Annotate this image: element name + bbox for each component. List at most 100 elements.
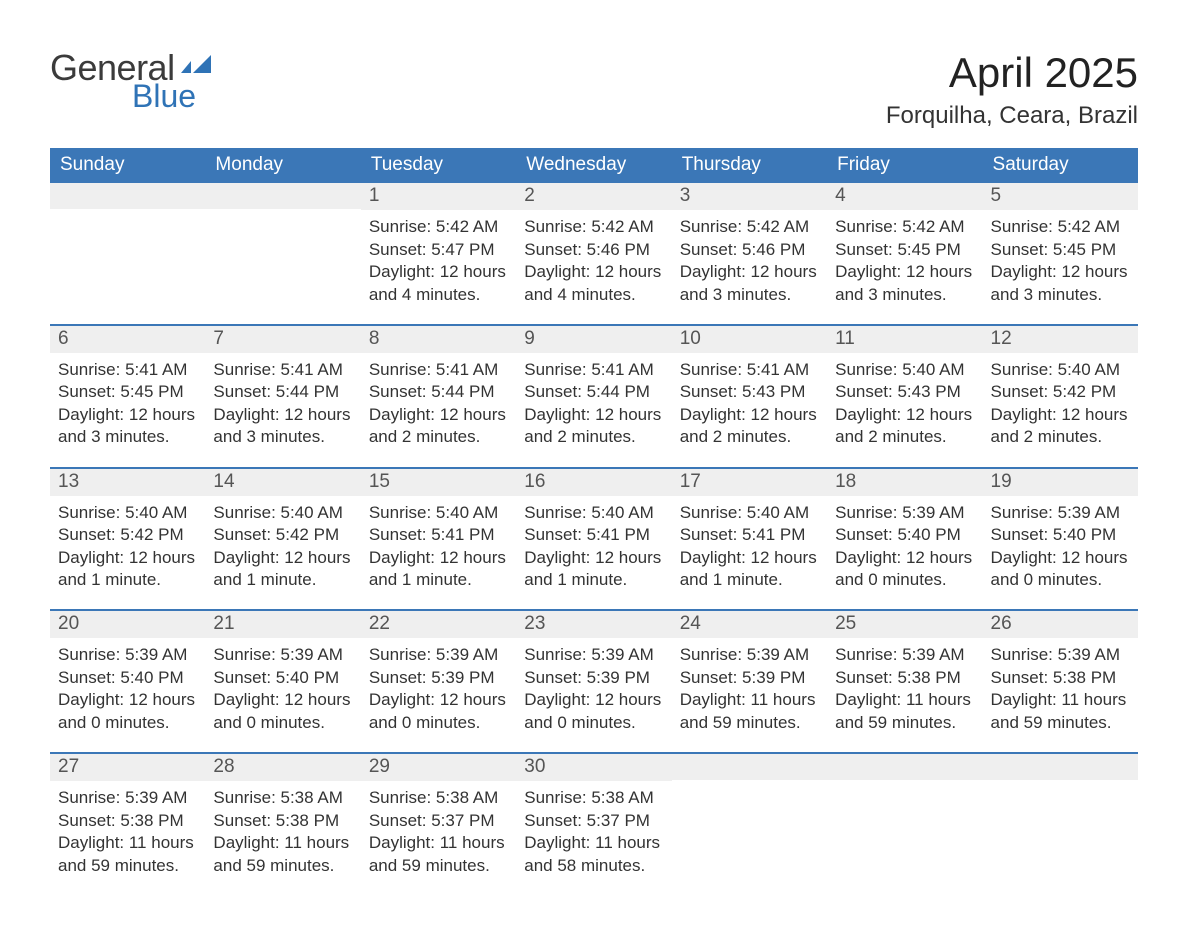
day-number [827,754,982,780]
day-data: Sunrise: 5:40 AMSunset: 5:41 PMDaylight:… [361,496,516,610]
day-cell: 7Sunrise: 5:41 AMSunset: 5:44 PMDaylight… [205,326,360,467]
day-data: Sunrise: 5:42 AMSunset: 5:45 PMDaylight:… [983,210,1138,324]
day-data-line: Sunset: 5:37 PM [369,810,508,832]
day-data-line: and 2 minutes. [991,426,1130,448]
day-cell: 13Sunrise: 5:40 AMSunset: 5:42 PMDayligh… [50,469,205,610]
day-data-line: Sunset: 5:38 PM [991,667,1130,689]
day-data-line: Daylight: 12 hours [524,404,663,426]
day-data-line: Daylight: 11 hours [524,832,663,854]
day-data-line: and 3 minutes. [680,284,819,306]
day-data: Sunrise: 5:39 AMSunset: 5:38 PMDaylight:… [50,781,205,895]
day-cell: 8Sunrise: 5:41 AMSunset: 5:44 PMDaylight… [361,326,516,467]
day-cell: 18Sunrise: 5:39 AMSunset: 5:40 PMDayligh… [827,469,982,610]
day-data-line: Daylight: 12 hours [213,547,352,569]
day-data-line: and 2 minutes. [524,426,663,448]
day-number [983,754,1138,780]
day-data-line: and 1 minute. [680,569,819,591]
day-data-line: Daylight: 12 hours [369,689,508,711]
day-data-line: Daylight: 11 hours [213,832,352,854]
week-row: 13Sunrise: 5:40 AMSunset: 5:42 PMDayligh… [50,467,1138,610]
day-cell: 27Sunrise: 5:39 AMSunset: 5:38 PMDayligh… [50,754,205,895]
day-data-line: Sunset: 5:44 PM [369,381,508,403]
day-number: 12 [983,326,1138,353]
day-data-line: and 3 minutes. [213,426,352,448]
day-cell: 15Sunrise: 5:40 AMSunset: 5:41 PMDayligh… [361,469,516,610]
day-data-line: and 0 minutes. [213,712,352,734]
day-data-line: and 4 minutes. [524,284,663,306]
day-data: Sunrise: 5:39 AMSunset: 5:40 PMDaylight:… [827,496,982,610]
day-data-line: and 1 minute. [369,569,508,591]
day-data-line: and 0 minutes. [369,712,508,734]
day-data [205,209,360,233]
day-data: Sunrise: 5:41 AMSunset: 5:44 PMDaylight:… [361,353,516,467]
day-data-line: Sunset: 5:41 PM [369,524,508,546]
day-number: 6 [50,326,205,353]
day-data [827,780,982,804]
day-data-line: Sunrise: 5:42 AM [524,216,663,238]
day-data: Sunrise: 5:42 AMSunset: 5:46 PMDaylight:… [672,210,827,324]
day-data: Sunrise: 5:41 AMSunset: 5:43 PMDaylight:… [672,353,827,467]
day-data: Sunrise: 5:39 AMSunset: 5:40 PMDaylight:… [983,496,1138,610]
day-data-line: Sunrise: 5:40 AM [835,359,974,381]
day-data-line: Daylight: 12 hours [524,547,663,569]
day-number [205,183,360,209]
day-data-line: Daylight: 12 hours [835,261,974,283]
day-data-line: Sunrise: 5:40 AM [58,502,197,524]
day-data: Sunrise: 5:38 AMSunset: 5:38 PMDaylight:… [205,781,360,895]
day-data: Sunrise: 5:41 AMSunset: 5:45 PMDaylight:… [50,353,205,467]
day-number: 27 [50,754,205,781]
day-data-line: Daylight: 11 hours [835,689,974,711]
day-number: 10 [672,326,827,353]
day-data-line: and 2 minutes. [369,426,508,448]
week-row: 20Sunrise: 5:39 AMSunset: 5:40 PMDayligh… [50,609,1138,752]
day-cell: 3Sunrise: 5:42 AMSunset: 5:46 PMDaylight… [672,183,827,324]
day-data-line: Daylight: 12 hours [680,404,819,426]
day-data-line: Sunrise: 5:42 AM [835,216,974,238]
day-data-line: Sunrise: 5:40 AM [524,502,663,524]
day-data-line: Sunrise: 5:39 AM [58,644,197,666]
day-data-line: and 3 minutes. [991,284,1130,306]
day-cell: 26Sunrise: 5:39 AMSunset: 5:38 PMDayligh… [983,611,1138,752]
day-cell: 21Sunrise: 5:39 AMSunset: 5:40 PMDayligh… [205,611,360,752]
day-cell: 20Sunrise: 5:39 AMSunset: 5:40 PMDayligh… [50,611,205,752]
calendar: Sunday Monday Tuesday Wednesday Thursday… [50,148,1138,895]
day-data-line: Daylight: 11 hours [991,689,1130,711]
day-data-line: Sunset: 5:42 PM [991,381,1130,403]
day-data-line: and 1 minute. [524,569,663,591]
day-data-line: Sunset: 5:40 PM [213,667,352,689]
day-cell: 11Sunrise: 5:40 AMSunset: 5:43 PMDayligh… [827,326,982,467]
day-cell: 22Sunrise: 5:39 AMSunset: 5:39 PMDayligh… [361,611,516,752]
day-number: 11 [827,326,982,353]
day-data-line: Sunrise: 5:39 AM [991,502,1130,524]
day-number: 25 [827,611,982,638]
day-data-line: Sunset: 5:44 PM [524,381,663,403]
dow-sat: Saturday [983,148,1138,183]
day-data-line: and 0 minutes. [991,569,1130,591]
day-data-line: and 59 minutes. [835,712,974,734]
day-data: Sunrise: 5:39 AMSunset: 5:40 PMDaylight:… [50,638,205,752]
day-data-line: Sunrise: 5:38 AM [524,787,663,809]
day-data-line: Daylight: 12 hours [58,689,197,711]
day-number: 13 [50,469,205,496]
day-data: Sunrise: 5:40 AMSunset: 5:43 PMDaylight:… [827,353,982,467]
dow-tue: Tuesday [361,148,516,183]
day-data: Sunrise: 5:40 AMSunset: 5:41 PMDaylight:… [672,496,827,610]
day-number: 17 [672,469,827,496]
day-data-line: and 1 minute. [58,569,197,591]
day-cell: 19Sunrise: 5:39 AMSunset: 5:40 PMDayligh… [983,469,1138,610]
day-number: 7 [205,326,360,353]
day-data-line: Sunset: 5:41 PM [680,524,819,546]
day-number: 16 [516,469,671,496]
day-data-line: Sunrise: 5:41 AM [213,359,352,381]
day-data-line: Sunset: 5:42 PM [58,524,197,546]
day-number: 22 [361,611,516,638]
day-data-line: Daylight: 12 hours [991,261,1130,283]
day-cell: 9Sunrise: 5:41 AMSunset: 5:44 PMDaylight… [516,326,671,467]
brand-blue: Blue [132,80,196,112]
day-data-line: Sunrise: 5:39 AM [991,644,1130,666]
day-data-line: Sunset: 5:38 PM [835,667,974,689]
day-data-line: and 59 minutes. [680,712,819,734]
day-data-line: Sunset: 5:38 PM [213,810,352,832]
day-data-line: Sunrise: 5:40 AM [991,359,1130,381]
day-data: Sunrise: 5:38 AMSunset: 5:37 PMDaylight:… [361,781,516,895]
